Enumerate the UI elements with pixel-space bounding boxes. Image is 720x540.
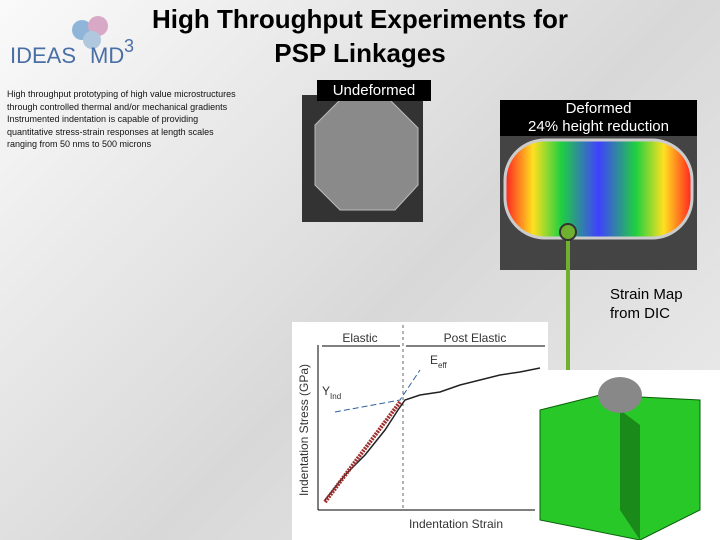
description-line: Instrumented indentation is capable of p… <box>7 114 199 124</box>
symbol: E <box>430 353 438 367</box>
logo-bubble <box>83 31 101 49</box>
logo-suffix: MD <box>90 43 124 68</box>
undeformed-label: Undeformed <box>317 80 431 101</box>
description-line: quantitative stress-strain responses at … <box>7 126 214 137</box>
yind-label: YInd <box>322 384 341 401</box>
description-line: through controlled thermal and/or mechan… <box>7 101 228 112</box>
description-line: ranging from 50 nms to 500 microns <box>7 139 152 149</box>
logo-superscript: 3 <box>124 36 134 56</box>
plot-background <box>292 322 548 540</box>
response-curve <box>324 367 541 501</box>
fit-lines <box>334 369 421 413</box>
label-line: Deformed <box>565 100 632 117</box>
marker-circle <box>559 223 577 241</box>
eeff-label: Eeff <box>430 353 448 370</box>
y-axis-label: Indentation Stress (GPa) <box>297 364 311 496</box>
subscript: eff <box>438 361 448 370</box>
stress-strain-plot: Elastic Post Elastic Eeff YInd Indentati… <box>292 322 548 540</box>
subscript: Ind <box>330 392 341 401</box>
symbol: Y <box>322 384 330 398</box>
strain-field <box>503 138 694 240</box>
mesh-notch <box>620 410 640 540</box>
logo-bubble <box>88 16 108 36</box>
label-line: 24% height reduction <box>528 118 669 135</box>
logo: IDEAS MD 3 <box>10 16 134 68</box>
indenter <box>598 377 642 413</box>
title: High Throughput Experiments for PSP Link… <box>152 4 568 68</box>
strain-map-label: Strain Map from DIC <box>610 286 683 322</box>
fe-model <box>535 370 720 540</box>
region-label: Elastic <box>342 331 377 345</box>
undeformed-sample <box>314 99 419 211</box>
description-line: High throughput prototyping of high valu… <box>7 89 236 99</box>
region-label: Post Elastic <box>444 331 507 345</box>
deformed-label: Deformed 24% height reduction <box>500 100 697 136</box>
x-axis-label: Indentation Strain <box>409 517 503 531</box>
description: High throughput prototyping of high valu… <box>7 88 236 151</box>
logo-text: IDEAS <box>10 43 76 68</box>
